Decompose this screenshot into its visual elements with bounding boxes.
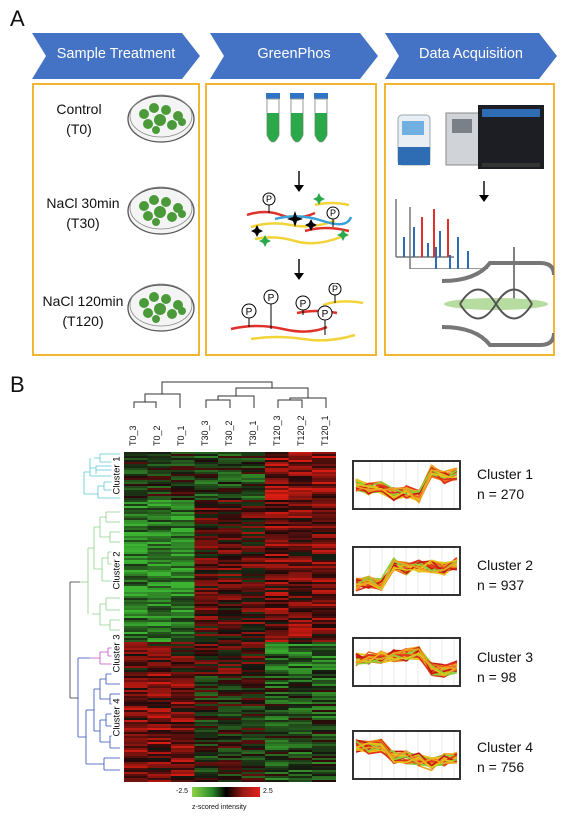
cluster-count: n = 937	[477, 577, 525, 593]
down-arrow-icon	[294, 259, 304, 280]
lc-instrument-icon	[397, 114, 431, 166]
heatmap	[124, 452, 336, 782]
data-acquisition-box	[384, 83, 555, 356]
cluster-summary-2: Cluster 2 n = 937	[477, 555, 533, 595]
arrow-shape-icon	[210, 33, 378, 79]
cluster-count: n = 270	[477, 486, 525, 502]
sample-label: T0_3	[128, 425, 138, 446]
sample-label: T120_3	[272, 415, 282, 446]
cluster-count: n = 756	[477, 759, 525, 775]
step-label: GreenPhos	[257, 46, 331, 62]
phospho-label: P	[300, 299, 307, 310]
phospho-label: P	[268, 293, 275, 304]
cluster-label: Cluster 2	[111, 549, 123, 592]
ion-mobility-icon	[441, 247, 554, 347]
petri-dish-icon	[127, 94, 195, 143]
cluster-bar	[120, 452, 124, 782]
treatment-control: Control (T0)	[38, 99, 120, 139]
cluster-profile-2	[352, 546, 461, 596]
phospho-label: P	[332, 284, 338, 294]
panel-label-b: B	[10, 372, 25, 397]
cluster-profile-1	[352, 460, 461, 510]
down-arrow-icon	[479, 181, 489, 202]
profile-lines	[355, 462, 458, 508]
treatment-name: NaCl 30min	[46, 195, 120, 211]
tubes-icon	[266, 93, 328, 143]
column-dendrogram	[133, 381, 327, 408]
peptide-mixture-icon: P P	[246, 192, 353, 247]
cluster-summary-3: Cluster 3 n = 98	[477, 647, 533, 687]
color-scale-bar	[192, 787, 260, 797]
treatment-name: Control	[56, 101, 102, 117]
spectra-icon	[395, 199, 488, 269]
cluster-label: Cluster 3	[111, 632, 123, 675]
cluster-profile-4	[352, 730, 461, 780]
petri-dish-icon	[127, 283, 195, 332]
profile-lines	[355, 639, 458, 685]
sample-label: T120_2	[296, 415, 306, 446]
cluster-profile-3	[352, 637, 461, 687]
step-arrow-greenphos: GreenPhos	[210, 33, 378, 79]
phospho-label: P	[330, 208, 336, 218]
phospho-label: P	[322, 309, 329, 320]
sample-label: T120_1	[320, 415, 330, 446]
sample-label: T0_1	[176, 425, 186, 446]
step-label: Sample Treatment	[56, 46, 176, 62]
mass-spectrometer-icon	[445, 105, 544, 169]
phospho-label: P	[266, 194, 272, 204]
sample-treatment-box: Control (T0) NaCl 30min (T30) NaCl 120mi…	[32, 83, 200, 356]
treatment-nacl-120: NaCl 120min (T120)	[34, 291, 132, 331]
sample-label: T30_2	[224, 420, 234, 446]
treatment-nacl-30: NaCl 30min (T30)	[38, 193, 128, 233]
sample-label: T0_2	[152, 425, 162, 446]
treatment-name: NaCl 120min	[42, 293, 124, 309]
phosphopeptides-icon: P P P P P	[230, 283, 364, 342]
arrow-shape-icon	[385, 33, 557, 79]
step-label: Data Acquisition	[419, 46, 523, 62]
step-arrow-sample-treatment: Sample Treatment	[32, 33, 200, 79]
legend-min: -2.5	[176, 788, 189, 795]
cluster-name: Cluster 4	[477, 739, 534, 755]
cluster-name: Cluster 2	[477, 557, 534, 573]
down-arrow-icon	[294, 171, 304, 192]
cluster-count: n = 98	[477, 669, 517, 685]
profile-lines	[355, 732, 458, 778]
legend-max: 2.5	[263, 788, 273, 795]
greenphos-box: P P P P P P P	[205, 83, 377, 356]
panel-label-a: A	[10, 6, 25, 31]
cluster-label: Cluster 4	[111, 696, 123, 739]
profile-lines	[355, 548, 458, 594]
cluster-label: Cluster 1	[111, 454, 123, 497]
treatment-code: (T30)	[66, 215, 100, 231]
petri-dish-icon	[127, 186, 195, 235]
cluster-summary-4: Cluster 4 n = 756	[477, 737, 533, 777]
treatment-code: (T120)	[62, 313, 104, 329]
treatment-code: (T0)	[66, 121, 92, 137]
sample-label: T30_3	[200, 420, 210, 446]
step-arrow-data-acquisition: Data Acquisition	[385, 33, 557, 79]
cluster-name: Cluster 1	[477, 466, 534, 482]
cluster-name: Cluster 3	[477, 649, 534, 665]
sample-label: T30_1	[248, 420, 258, 446]
phospho-label: P	[246, 307, 253, 318]
cluster-summary-1: Cluster 1 n = 270	[477, 464, 533, 504]
arrow-shape-icon	[32, 33, 200, 79]
legend-title: z-scored intensity	[192, 804, 247, 811]
